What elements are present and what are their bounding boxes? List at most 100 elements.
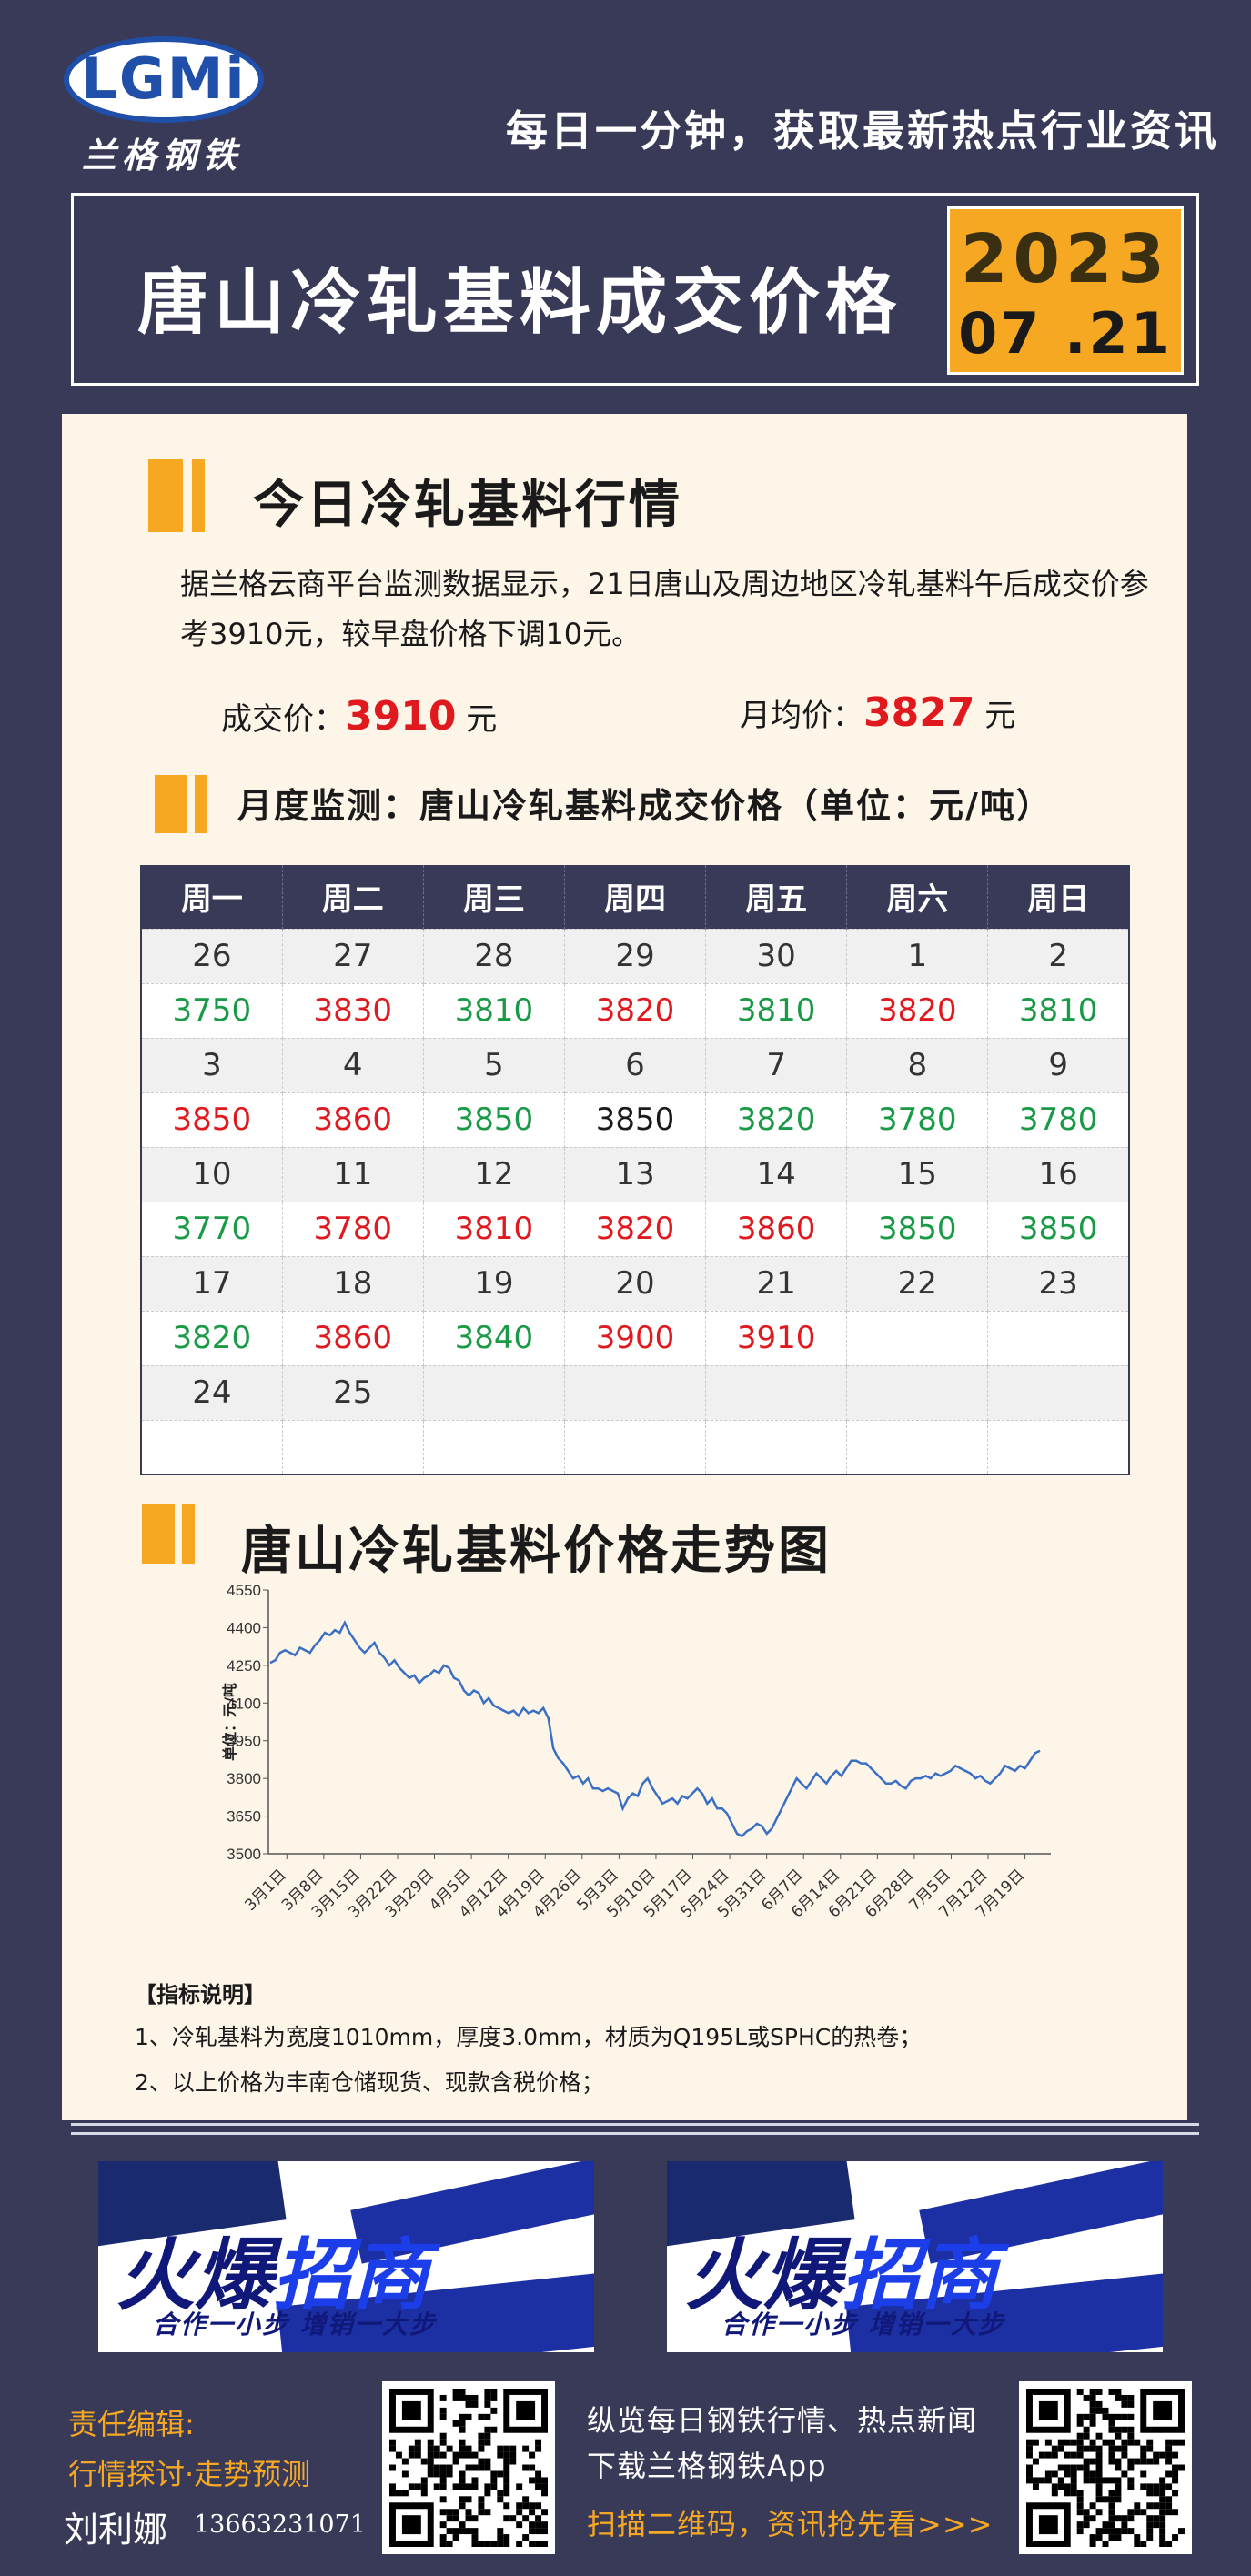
- date-badge: 2023 07 .21: [947, 206, 1184, 375]
- date-cell: 20: [563, 1255, 707, 1312]
- price-cell: 3840: [422, 1310, 565, 1366]
- price-row: [140, 1419, 1130, 1475]
- date-row: 26 27 28 29 30 1 2: [140, 928, 1130, 984]
- price-cell: 3820: [563, 982, 707, 1039]
- price-cell: 3860: [281, 1310, 424, 1366]
- page-title: 唐山冷轧基料成交价格: [137, 262, 903, 344]
- price-cell: 3750: [140, 982, 283, 1039]
- editor-qr-code-icon[interactable]: [382, 2381, 555, 2554]
- price-trend-chart: 35003650380039504100425044004550单位：元/吨3月…: [221, 1582, 1051, 1922]
- ad-title: 火爆招商: [685, 2211, 998, 2325]
- date-cell: 17: [140, 1255, 283, 1312]
- deal-price-label: 成交价：: [221, 701, 345, 738]
- date-cell: 30: [705, 928, 848, 984]
- ad-banner-left[interactable]: 火爆招商 合作一小步 增销一大步: [98, 2161, 594, 2352]
- date-cell: [846, 1364, 989, 1421]
- date-row: 17 18 19 20 21 22 23: [140, 1255, 1130, 1312]
- note-1: 1、冷轧基料为宽度1010mm，厚度3.0mm，材质为Q195L或SPHC的热卷…: [135, 2024, 923, 2050]
- price-row: 3770 3780 3810 3820 3860 3850 3850: [140, 1201, 1130, 1257]
- today-heading: 今日冷轧基料行情: [253, 476, 682, 535]
- price-cell: 3810: [705, 982, 848, 1039]
- ad-subtitle: 合作一小步 增销一大步: [153, 2309, 437, 2340]
- date-cell: 3: [140, 1037, 283, 1093]
- avg-price-label: 月均价：: [740, 698, 863, 734]
- y-tick-label: 3800: [227, 1770, 261, 1787]
- y-tick-label: 3500: [227, 1846, 261, 1863]
- date-cell: 15: [846, 1146, 989, 1202]
- monthly-heading: 月度监测：唐山冷轧基料成交价格（单位：元/吨）: [237, 786, 1053, 826]
- title-banner: 唐山冷轧基料成交价格 2023 07 .21: [71, 193, 1199, 386]
- date-cell: 21: [705, 1255, 848, 1312]
- weekday-header: 周三: [423, 865, 565, 929]
- price-cell: 3900: [563, 1310, 707, 1366]
- price-cell: 3820: [563, 1201, 707, 1257]
- y-tick-label: 4400: [227, 1619, 261, 1636]
- price-cell: 3780: [846, 1092, 989, 1148]
- price-cell: [422, 1419, 565, 1475]
- weekday-header: 周四: [564, 865, 707, 929]
- date-cell: 22: [846, 1255, 989, 1312]
- company-logo: LGMi 兰格钢铁: [64, 36, 264, 176]
- date-cell: 6: [563, 1037, 707, 1093]
- price-cell: 3810: [987, 982, 1130, 1039]
- date-cell: 16: [987, 1146, 1130, 1202]
- deal-price-unit: 元: [466, 701, 498, 738]
- divider-bottom: [71, 2132, 1199, 2135]
- date-cell: 12: [422, 1146, 565, 1202]
- ad-banner-right[interactable]: 火爆招商 合作一小步 增销一大步: [667, 2161, 1163, 2352]
- price-cell: 3820: [705, 1092, 848, 1148]
- y-tick-label: 4550: [227, 1582, 261, 1599]
- notes-heading: 【指标说明】: [135, 1982, 266, 2007]
- ad-subtitle: 合作一小步 增销一大步: [721, 2309, 1005, 2340]
- avg-price-value: 3827: [863, 689, 975, 736]
- price-cell: 3850: [846, 1201, 989, 1257]
- app-cta: 扫描二维码，资讯抢先看>>>: [587, 2507, 994, 2541]
- date-cell: [987, 1364, 1130, 1421]
- app-line-2: 下载兰格钢铁App: [587, 2449, 827, 2483]
- content-panel: 今日冷轧基料行情 据兰格云商平台监测数据显示，21日唐山及周边地区冷轧基料午后成…: [62, 414, 1187, 2120]
- date-cell: 18: [281, 1255, 424, 1312]
- app-qr-code-icon[interactable]: [1019, 2381, 1192, 2554]
- date-cell: 27: [281, 928, 424, 984]
- deal-price-value: 3910: [345, 693, 457, 740]
- avg-price: 月均价：3827 元: [740, 689, 1015, 736]
- weekday-header: 周二: [282, 865, 424, 929]
- date-cell: 4: [281, 1037, 424, 1093]
- price-cell: 3820: [140, 1310, 283, 1366]
- price-cell: [846, 1310, 989, 1366]
- date-cell: 24: [140, 1364, 283, 1421]
- price-row: 3820 3860 3840 3900 3910: [140, 1310, 1130, 1366]
- price-cell: 3770: [140, 1201, 283, 1257]
- price-row: 3850 3860 3850 3850 3820 3780 3780: [140, 1092, 1130, 1148]
- price-row: 3750 3830 3810 3820 3810 3820 3810: [140, 982, 1130, 1039]
- date-cell: 2: [987, 928, 1130, 984]
- price-cell: [281, 1419, 424, 1475]
- ad-title-a: 火爆: [116, 2229, 273, 2321]
- monthly-marker-icon: [155, 775, 211, 833]
- editor-name: 刘利娜: [64, 2510, 168, 2550]
- tagline: 每日一分钟，获取最新热点行业资讯: [506, 106, 1219, 156]
- date-cell: 26: [140, 928, 283, 984]
- weekday-header: 周一: [141, 865, 283, 929]
- section-marker-icon: [148, 459, 210, 532]
- y-axis-label: 单位：元/吨: [221, 1683, 238, 1761]
- y-tick-label: 4100: [227, 1695, 261, 1712]
- weekday-header: 周五: [705, 865, 848, 929]
- date-cell: 13: [563, 1146, 707, 1202]
- date-cell: 10: [140, 1146, 283, 1202]
- date-year: 2023: [961, 220, 1170, 298]
- date-cell: 1: [846, 928, 989, 984]
- date-cell: 9: [987, 1037, 1130, 1093]
- date-cell: 25: [281, 1364, 424, 1421]
- price-cell: [987, 1310, 1130, 1366]
- price-cell: [140, 1419, 283, 1475]
- price-cell: 3850: [422, 1092, 565, 1148]
- note-2: 2、以上价格为丰南仓储现货、现款含税价格；: [135, 2069, 604, 2096]
- chart-heading: 唐山冷轧基料价格走势图: [241, 1522, 832, 1581]
- date-cell: [422, 1364, 565, 1421]
- ad-title: 火爆招商: [116, 2211, 429, 2325]
- price-cell: 3780: [987, 1092, 1130, 1148]
- weekday-header: 周日: [987, 865, 1130, 929]
- price-cell: 3780: [281, 1201, 424, 1257]
